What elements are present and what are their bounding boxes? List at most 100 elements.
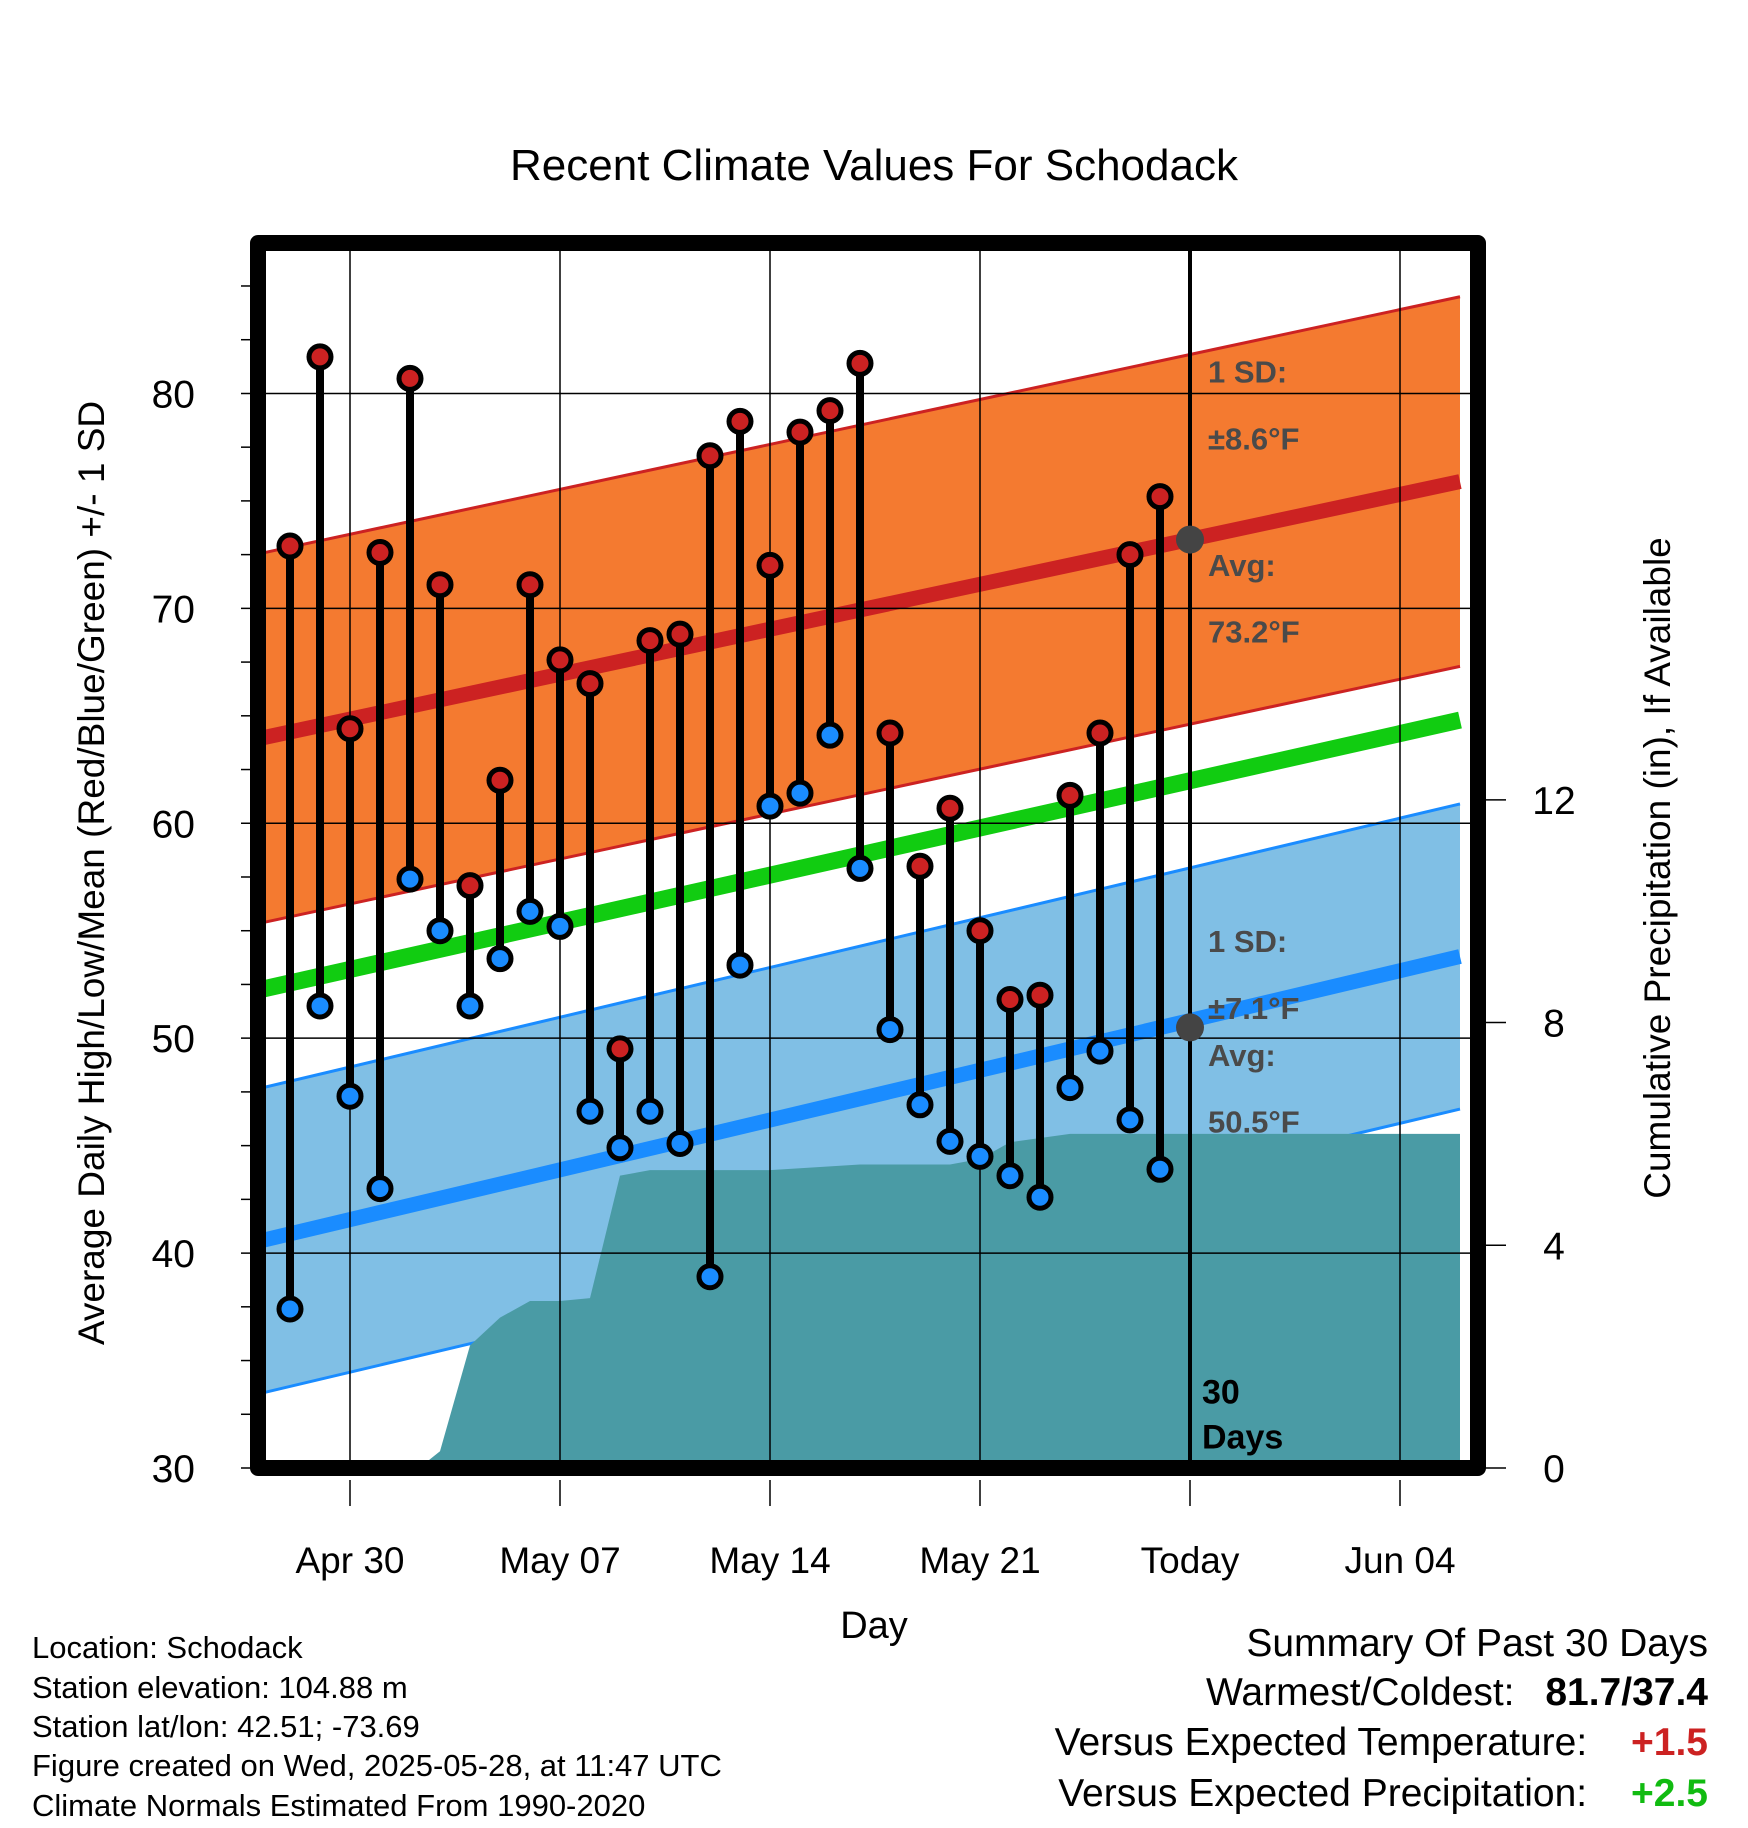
- low-point-13: [666, 1129, 694, 1157]
- today-high-avg-marker: [1176, 525, 1204, 554]
- y-tick-label-4: 70: [152, 588, 195, 631]
- low-point-20: [876, 1016, 904, 1044]
- high-point-23: [966, 917, 994, 945]
- high-point-3: [366, 538, 394, 566]
- high-point-21: [906, 852, 934, 880]
- y2-tick-label-0: 0: [1543, 1448, 1565, 1491]
- high-point-0: [276, 532, 304, 560]
- precipitation-area: [258, 1133, 1460, 1468]
- low-point-28: [1116, 1106, 1144, 1134]
- today-low-avg-marker: [1176, 1013, 1204, 1042]
- today-days-label-line1: 30: [1202, 1374, 1240, 1412]
- x-tick-label-5: Jun 04: [1344, 1540, 1455, 1581]
- low-point-19: [846, 854, 874, 882]
- summary-temp: Versus Expected Temperature: +1.5: [1055, 1723, 1708, 1762]
- high-point-2: [336, 715, 364, 743]
- low-point-27: [1086, 1037, 1114, 1065]
- high-sd-value: ±8.6°F: [1208, 421, 1299, 456]
- low-avg-value: 50.5°F: [1208, 1105, 1300, 1140]
- high-point-27: [1086, 719, 1114, 747]
- high-point-12: [636, 627, 664, 655]
- high-point-5: [426, 571, 454, 599]
- low-point-10: [576, 1097, 604, 1125]
- low-sd-value: ±7.1°F: [1208, 991, 1299, 1026]
- high-point-9: [546, 646, 574, 674]
- high-point-29: [1146, 483, 1174, 511]
- y-tick-label-3: 60: [152, 803, 195, 846]
- plot-area: 1 SD: ±8.6°F Avg: 73.2°F 1 SD: ±7.1°F Avg: 50.5…: [152, 235, 1576, 1581]
- chart-title: Recent Climate Values For Schodack: [510, 141, 1239, 190]
- temp-value: +1.5: [1631, 1721, 1708, 1764]
- low-avg-label: Avg:: [1208, 1038, 1276, 1073]
- precip-value: +2.5: [1631, 1772, 1708, 1815]
- today-days-label-line2: Days: [1202, 1419, 1283, 1457]
- normal-low-band-upper-edge: [258, 802, 1461, 1091]
- y2-axis-label: Cumulative Precipitation (in), If Availa…: [1637, 537, 1678, 1199]
- low-point-21: [906, 1091, 934, 1119]
- low-point-24: [996, 1162, 1024, 1190]
- high-point-22: [936, 794, 964, 822]
- footer-elevation: Station elevation: 104.88 m: [32, 1670, 408, 1705]
- footer-created: Figure created on Wed, 2025-05-28, at 11…: [32, 1748, 722, 1783]
- high-point-25: [1026, 981, 1054, 1009]
- x-tick-label-4: Today: [1141, 1540, 1240, 1581]
- normal-mean-line: [258, 711, 1462, 999]
- footer-location: Location: Schodack: [32, 1630, 303, 1665]
- low-sd-label: 1 SD:: [1208, 924, 1287, 959]
- high-avg-value: 73.2°F: [1208, 615, 1300, 650]
- high-point-8: [516, 571, 544, 599]
- high-point-16: [756, 551, 784, 579]
- warm-cold-label: Warmest/Coldest:: [1206, 1671, 1515, 1714]
- low-point-2: [336, 1082, 364, 1110]
- low-point-6: [456, 992, 484, 1020]
- summary-title: Summary Of Past 30 Days: [1246, 1622, 1708, 1665]
- low-point-0: [276, 1295, 304, 1323]
- low-point-8: [516, 897, 544, 925]
- low-point-26: [1056, 1074, 1084, 1102]
- high-point-13: [666, 620, 694, 648]
- warm-cold-value: 81.7/37.4: [1545, 1671, 1708, 1714]
- low-point-22: [936, 1127, 964, 1155]
- normal-high-band-upper-edge: [258, 295, 1461, 556]
- low-point-11: [606, 1134, 634, 1162]
- high-point-26: [1056, 781, 1084, 809]
- y2-tick-label-1: 4: [1543, 1225, 1565, 1268]
- high-point-14: [696, 442, 724, 470]
- low-point-18: [816, 721, 844, 749]
- low-point-9: [546, 912, 574, 940]
- low-point-29: [1146, 1155, 1174, 1183]
- high-point-28: [1116, 541, 1144, 569]
- footer-latlon: Station lat/lon: 42.51; -73.69: [32, 1709, 420, 1744]
- normal-low-avg-line: [258, 949, 1462, 1250]
- low-point-4: [396, 865, 424, 893]
- low-point-14: [696, 1263, 724, 1291]
- temp-label: Versus Expected Temperature:: [1054, 1721, 1588, 1764]
- high-point-6: [456, 872, 484, 900]
- precip-label: Versus Expected Precipitation:: [1058, 1772, 1588, 1815]
- high-point-1: [306, 343, 334, 371]
- low-point-17: [786, 779, 814, 807]
- low-point-25: [1026, 1183, 1054, 1211]
- high-point-20: [876, 719, 904, 747]
- low-point-3: [366, 1175, 394, 1203]
- y2-tick-label-2: 8: [1543, 1003, 1565, 1046]
- x-tick-label-0: Apr 30: [295, 1540, 404, 1581]
- y2-tick-label-3: 12: [1532, 780, 1575, 823]
- x-axis-label: Day: [840, 1605, 908, 1647]
- high-point-10: [576, 670, 604, 698]
- high-avg-label: Avg:: [1208, 548, 1276, 583]
- high-point-4: [396, 364, 424, 392]
- x-tick-label-1: May 07: [499, 1540, 620, 1581]
- y-tick-label-2: 50: [152, 1018, 195, 1061]
- y-tick-label-0: 30: [152, 1448, 195, 1491]
- y-tick-label-1: 40: [152, 1233, 195, 1276]
- low-point-12: [636, 1097, 664, 1125]
- high-point-7: [486, 766, 514, 794]
- plot-frame: [250, 235, 1486, 1476]
- high-point-19: [846, 349, 874, 377]
- plot-inner: [258, 243, 1478, 1468]
- footer-normals: Climate Normals Estimated From 1990-2020: [32, 1788, 646, 1823]
- high-point-24: [996, 985, 1024, 1013]
- normal-high-avg-line: [258, 474, 1462, 747]
